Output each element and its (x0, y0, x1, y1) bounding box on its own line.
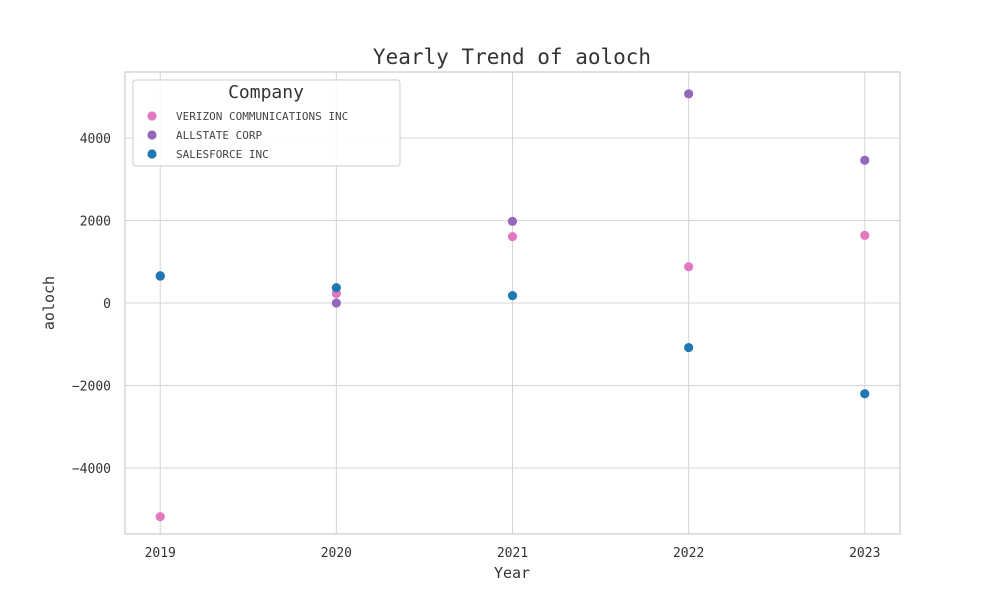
data-point (860, 230, 870, 240)
x-tick-label: 2019 (145, 546, 176, 561)
x-axis-label: Year (494, 564, 530, 582)
chart-title: Yearly Trend of aoloch (373, 45, 651, 69)
legend-marker (147, 149, 157, 159)
data-point (684, 89, 694, 99)
legend-box (132, 79, 401, 167)
legend-items: VERIZON COMMUNICATIONS INC ALLSTATE CORP S… (147, 110, 348, 161)
x-tick-labels: 2019 2020 2021 2022 2023 (145, 546, 881, 561)
data-point (155, 512, 165, 522)
y-tick-label: −2000 (72, 380, 111, 395)
y-tick-label: 0 (103, 297, 111, 312)
legend-marker (147, 130, 157, 140)
y-tick-label: 2000 (80, 215, 111, 230)
x-tick-label: 2023 (849, 546, 880, 561)
x-tick-label: 2020 (321, 546, 352, 561)
data-point (155, 271, 165, 281)
data-point (684, 262, 694, 272)
data-point (507, 290, 518, 301)
x-tick-label: 2022 (673, 546, 704, 561)
data-point (331, 298, 341, 308)
legend-entry-label: SALESFORCE INC (176, 148, 269, 161)
y-tick-labels: −4000 −2000 0 2000 4000 (72, 132, 111, 477)
data-point (860, 155, 870, 165)
x-tick-label: 2021 (497, 546, 528, 561)
data-point (507, 216, 518, 226)
data-point (860, 389, 870, 399)
legend-marker (147, 111, 157, 121)
legend-entry-label: VERIZON COMMUNICATIONS INC (176, 110, 348, 123)
y-tick-label: 4000 (80, 132, 111, 147)
legend: Company VERIZON COMMUNICATIONS INC ALLSTA… (132, 79, 401, 167)
data-point (684, 342, 694, 353)
series-2 (155, 271, 870, 399)
y-axis-label: aoloch (40, 276, 58, 330)
data-point (331, 283, 341, 293)
plot-frame (124, 71, 901, 535)
legend-title: Company (228, 82, 304, 103)
data-points (155, 89, 870, 522)
data-point (507, 231, 518, 242)
y-tick-label: −4000 (72, 462, 111, 477)
legend-entry-label: ALLSTATE CORP (176, 129, 262, 142)
